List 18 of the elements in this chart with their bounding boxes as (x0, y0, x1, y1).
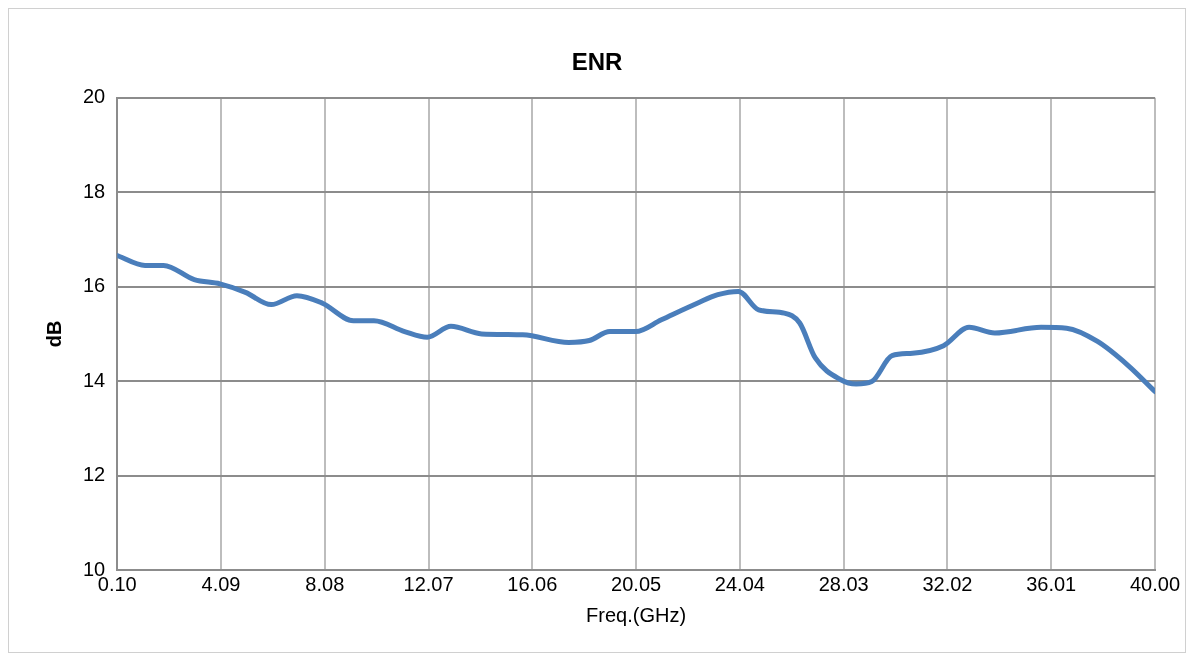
x-tick-label: 8.08 (305, 572, 345, 595)
x-tick-label: 40.00 (1129, 572, 1181, 595)
y-tick-label: 18 (83, 179, 106, 202)
x-tick-label: 24.04 (714, 572, 765, 595)
y-tick-label: 14 (83, 368, 106, 391)
y-axis-title: dB (42, 320, 65, 348)
x-tick-label: 16.06 (507, 572, 558, 595)
y-tick-label: 12 (83, 463, 106, 486)
chart-title: ENR (571, 48, 623, 76)
x-tick-label: 28.03 (818, 572, 869, 595)
x-tick-label: 12.07 (403, 572, 454, 595)
y-tick-label: 20 (83, 85, 106, 108)
y-tick-label: 16 (83, 274, 106, 297)
x-axis-title: Freq.(GHz) (586, 603, 687, 626)
x-tick-label: 32.02 (922, 572, 973, 595)
x-tick-label: 20.05 (611, 572, 662, 595)
x-tick-label: 36.01 (1026, 572, 1077, 595)
x-tick-label: 4.09 (201, 572, 241, 595)
